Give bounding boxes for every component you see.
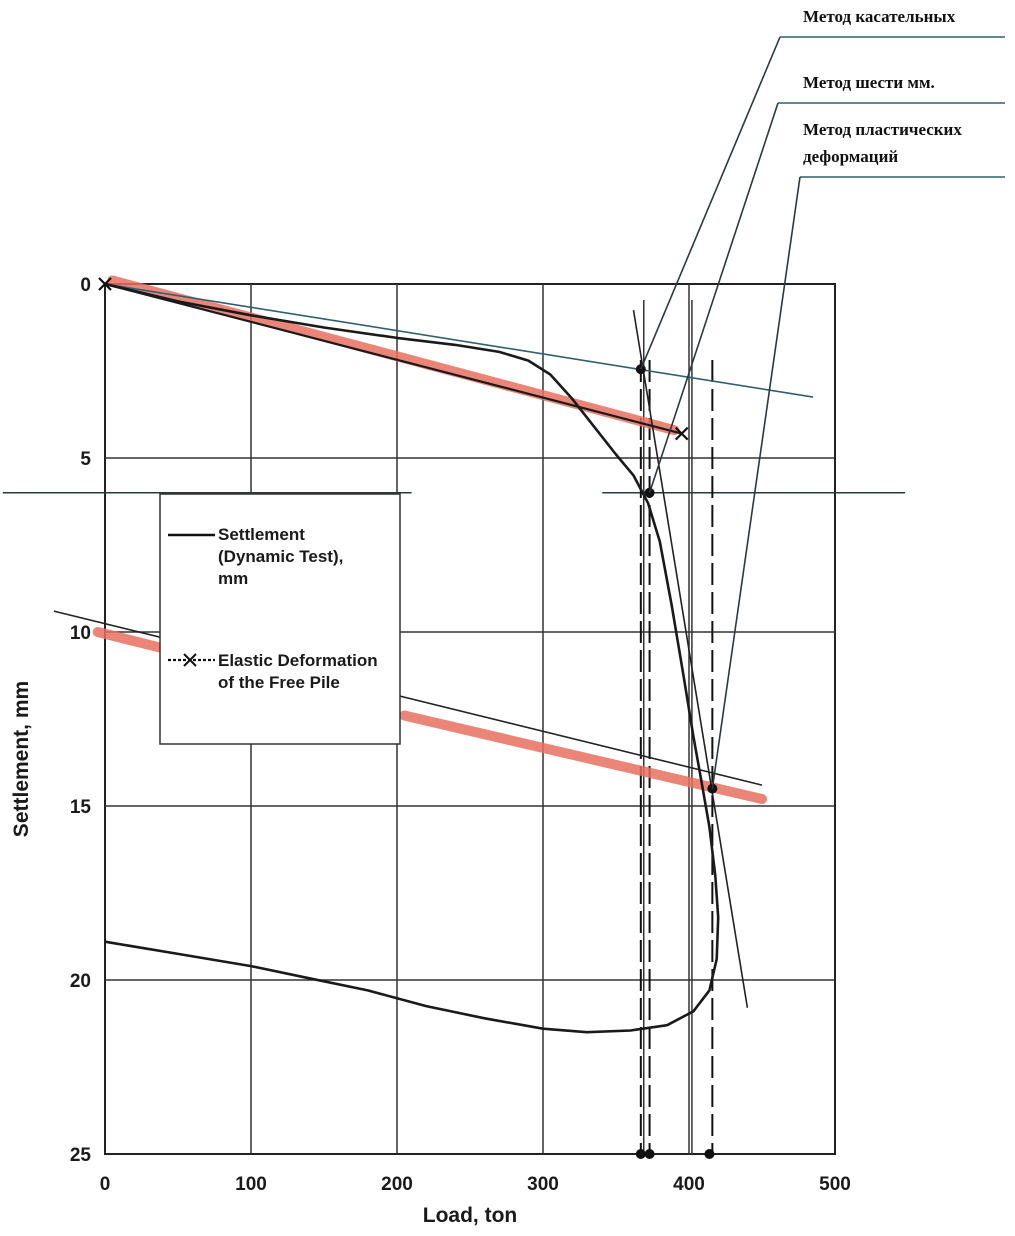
annotation-leader [711,176,801,789]
annotation-leader [648,102,779,494]
annotation-label: Метод пластических [803,120,962,139]
legend-label: Settlement [218,525,305,544]
tick-labels: 0 100 200 300 400 500 0 5 10 15 20 25 [70,275,851,1195]
legend-label: Elastic Deformation [218,651,378,670]
plot-frame [104,283,836,1155]
intersection-point [635,1149,646,1159]
x-tick-label: 200 [381,1174,413,1195]
y-tick-label: 25 [70,1145,92,1166]
construction-line [104,283,814,398]
x-tick-label: 500 [819,1174,851,1195]
y-tick-label: 5 [80,449,91,470]
legend: Settlement (Dynamic Test), mm Elastic Defor… [159,493,401,745]
grid [2,283,906,1155]
annotation-label: деформаций [803,147,898,166]
y-axis-title: Settlement, mm [10,681,33,837]
annotation-leader [640,36,781,370]
annotation-label: Метод касательных [803,7,956,26]
y-tick-label: 20 [70,971,91,992]
highlight-band [92,627,166,653]
x-axis-title: Load, ton [423,1204,517,1227]
legend-x-marker [183,653,197,667]
series [98,277,720,1034]
x-tick-label: 400 [673,1174,705,1195]
intersection-point [704,1149,715,1159]
legend-label: of the Free Pile [218,673,340,692]
annotation-label: Метод шести мм. [803,73,935,92]
x-tick-label: 300 [527,1174,559,1195]
y-tick-label: 10 [70,623,91,644]
legend-label: mm [218,569,248,588]
y-tick-label: 15 [70,797,92,818]
elastic-marker [98,277,112,291]
legend-label: (Dynamic Test), [218,547,343,566]
settlement-series-line [104,282,720,1034]
elastic-marker [674,426,689,441]
x-tick-label: 0 [100,1174,111,1195]
intersection-points [635,364,718,1159]
intersection-point [644,1149,655,1159]
x-tick-label: 100 [235,1174,267,1195]
elastic-series-line [104,282,682,435]
y-tick-label: 0 [80,275,91,296]
annotations: Метод касательных Метод шести мм. Метод пл… [640,7,1005,789]
highlight-band [107,275,680,436]
